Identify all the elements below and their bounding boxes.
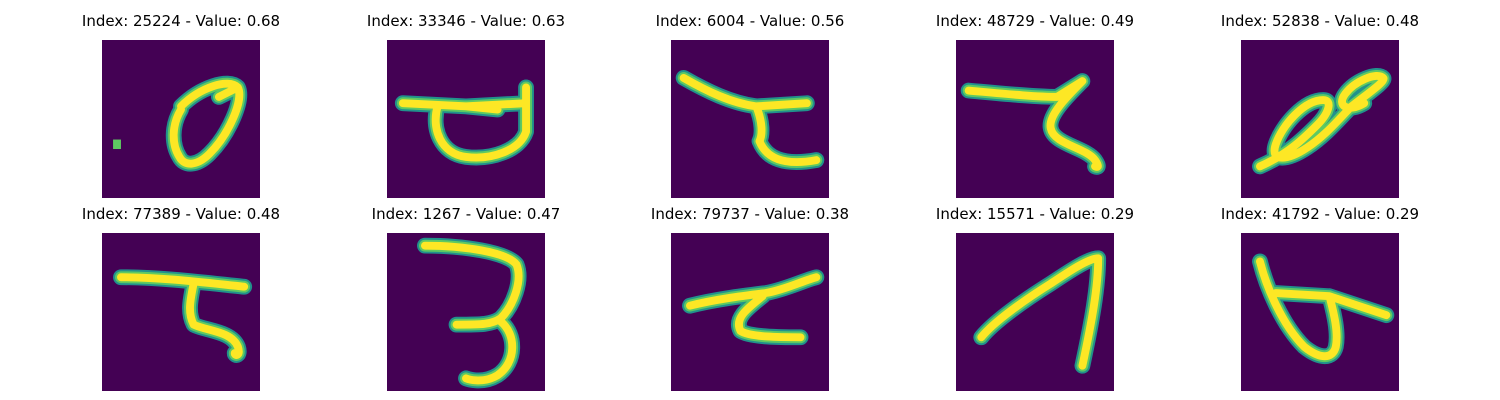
digit-stroke: [117, 273, 249, 359]
sample-title-9: Index: 15571 - Value: 0.29: [935, 205, 1135, 223]
sample-title-4: Index: 48729 - Value: 0.49: [935, 12, 1135, 30]
digit-thumbnail-1: [102, 40, 260, 198]
sample-title-2: Index: 33346 - Value: 0.63: [366, 12, 566, 30]
digit-stroke: [686, 273, 821, 342]
digit-thumbnail-3: [671, 40, 829, 198]
digit-thumbnail-6: [102, 233, 260, 391]
digit-stroke: [964, 77, 1102, 171]
sample-title-7: Index: 1267 - Value: 0.47: [371, 205, 561, 223]
digit-stroke: [169, 79, 244, 168]
digit-stroke: [1256, 72, 1388, 171]
sample-panel-9: Index: 15571 - Value: 0.29: [936, 205, 1134, 391]
thumbnail-background: [102, 233, 260, 391]
sample-title-1: Index: 25224 - Value: 0.68: [81, 12, 281, 30]
digit-stroke: [1256, 257, 1391, 361]
digit-thumbnail-9: [956, 233, 1114, 391]
sample-panel-1: Index: 25224 - Value: 0.68: [82, 12, 280, 198]
digit-thumbnail-10: [1241, 233, 1399, 391]
digit-thumbnail-7: [387, 233, 545, 391]
sample-panel-7: Index: 1267 - Value: 0.47: [372, 205, 560, 391]
sample-title-3: Index: 6004 - Value: 0.56: [655, 12, 845, 30]
digit-thumbnail-4: [956, 40, 1114, 198]
digit-stroke: [420, 241, 523, 385]
sample-panel-10: Index: 41792 - Value: 0.29: [1221, 205, 1419, 391]
sample-panel-4: Index: 48729 - Value: 0.49: [936, 12, 1134, 198]
digit-thumbnail-2: [387, 40, 545, 198]
sample-title-10: Index: 41792 - Value: 0.29: [1220, 205, 1420, 223]
sample-title-5: Index: 52838 - Value: 0.48: [1220, 12, 1420, 30]
thumbnail-background: [956, 40, 1114, 198]
sample-title-6: Index: 77389 - Value: 0.48: [81, 205, 281, 223]
digit-thumbnail-8: [671, 233, 829, 391]
sample-panel-8: Index: 79737 - Value: 0.38: [651, 205, 849, 391]
sample-panel-2: Index: 33346 - Value: 0.63: [367, 12, 565, 198]
sample-panel-6: Index: 77389 - Value: 0.48: [82, 205, 280, 391]
sample-title-8: Index: 79737 - Value: 0.38: [650, 205, 850, 223]
digit-thumbnail-5: [1241, 40, 1399, 198]
sample-panel-3: Index: 6004 - Value: 0.56: [656, 12, 844, 198]
digit-stroke: [977, 254, 1103, 370]
thumbnail-background: [387, 233, 545, 391]
digit-stroke: [398, 83, 530, 162]
sample-panel-5: Index: 52838 - Value: 0.48: [1221, 12, 1419, 198]
thumbnail-background: [671, 40, 829, 198]
stray-dot: [113, 139, 121, 150]
digit-stroke: [679, 73, 821, 167]
